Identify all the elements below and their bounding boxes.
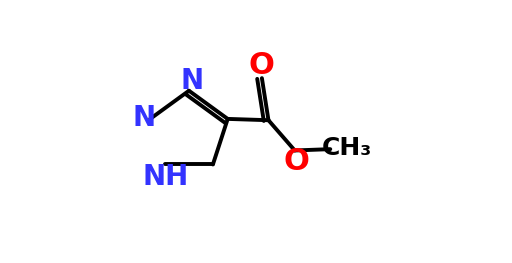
Text: O: O bbox=[283, 147, 309, 176]
Text: CH₃: CH₃ bbox=[322, 136, 372, 160]
Text: NH: NH bbox=[143, 163, 189, 191]
Text: N: N bbox=[132, 104, 155, 132]
Text: O: O bbox=[249, 51, 275, 80]
Text: N: N bbox=[180, 67, 203, 95]
